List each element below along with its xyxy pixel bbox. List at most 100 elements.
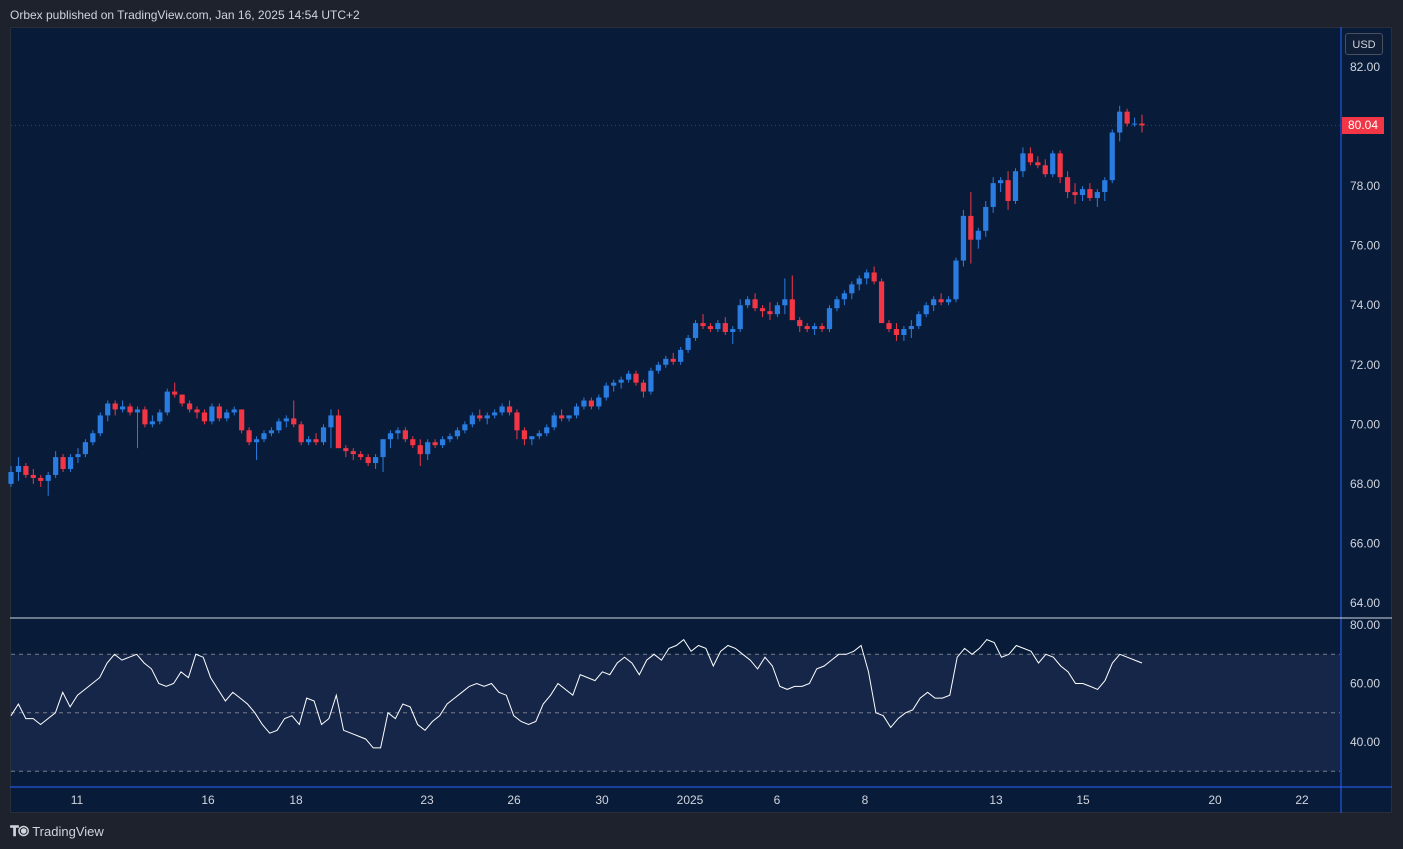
candle — [1117, 105, 1123, 142]
candle — [231, 406, 237, 416]
candle-body — [737, 305, 743, 330]
candle — [1079, 186, 1086, 201]
candle — [960, 209, 967, 267]
candle-body — [1087, 189, 1093, 199]
candle-body — [789, 299, 795, 321]
candle-body — [261, 433, 267, 440]
candle — [53, 451, 59, 478]
candle — [916, 311, 922, 330]
candle — [1072, 183, 1078, 204]
candle-body — [945, 299, 952, 303]
candle — [759, 305, 766, 318]
candle-body — [968, 215, 974, 240]
candle-body — [670, 358, 676, 362]
candle — [804, 323, 810, 333]
candle-body — [536, 433, 542, 437]
candle-body — [1139, 123, 1145, 126]
candle-body — [186, 403, 193, 410]
candle-body — [90, 433, 96, 443]
candle — [685, 335, 691, 353]
candle — [871, 266, 877, 285]
candle — [172, 382, 178, 398]
candle — [417, 439, 423, 467]
price-tick-label: 68.00 — [1350, 477, 1380, 491]
candle — [640, 379, 647, 398]
time-tick-label: 30 — [595, 793, 609, 807]
candle-body — [856, 278, 862, 285]
candle — [142, 406, 148, 428]
candle-body — [320, 427, 327, 443]
candle-body — [640, 382, 647, 392]
candle — [529, 436, 535, 446]
candle — [1012, 168, 1019, 204]
candle — [1057, 150, 1063, 184]
candle-body — [105, 403, 111, 416]
candle-body — [112, 403, 118, 410]
candle — [38, 474, 44, 487]
candle — [886, 320, 892, 333]
candle — [127, 403, 133, 416]
candle — [737, 299, 743, 333]
candle-body — [477, 415, 483, 419]
rsi-line — [10, 638, 1143, 749]
price-tick-label: 70.00 — [1350, 417, 1380, 431]
candle — [15, 457, 22, 481]
candle — [849, 281, 855, 300]
currency-button[interactable]: USD — [1345, 33, 1383, 55]
candle — [1102, 177, 1108, 201]
candle — [908, 320, 914, 338]
candle-body — [469, 415, 475, 425]
candle — [499, 403, 505, 416]
candle-body — [625, 373, 632, 380]
candle-body — [298, 424, 304, 443]
price-tick-label: 78.00 — [1350, 179, 1380, 193]
candle-body — [1117, 111, 1123, 133]
candle — [328, 409, 334, 449]
candle-body — [402, 430, 408, 440]
candle-body — [960, 215, 967, 261]
footer-brand[interactable]: 𝐓⦿ TradingView — [10, 823, 104, 840]
candle-body — [120, 406, 126, 410]
candle — [752, 293, 758, 312]
candle — [581, 397, 587, 410]
candle-body — [782, 299, 788, 306]
candle-body — [1109, 132, 1115, 181]
price-tick-label: 82.00 — [1350, 60, 1380, 74]
candle-body — [938, 299, 944, 303]
candle-body — [916, 314, 922, 327]
candle-body — [878, 281, 885, 324]
candle-body — [97, 415, 103, 434]
candle — [596, 394, 602, 410]
candle — [782, 278, 788, 315]
candle-body — [372, 457, 379, 464]
candle-body — [812, 326, 818, 330]
time-tick-label: 20 — [1208, 793, 1222, 807]
candle-body — [901, 329, 907, 335]
candle-body — [276, 421, 282, 431]
candles-layer — [8, 105, 1145, 496]
candle — [990, 177, 996, 213]
candle-body — [291, 418, 297, 425]
candle — [395, 427, 401, 440]
time-tick-label: 15 — [1076, 793, 1090, 807]
candle-body — [633, 373, 639, 383]
candle — [67, 454, 74, 472]
candle-body — [53, 457, 59, 475]
candle — [23, 463, 29, 478]
candle — [209, 403, 215, 425]
candle — [350, 448, 356, 461]
candle-body — [864, 272, 870, 279]
candle-body — [1035, 162, 1041, 166]
candle-body — [514, 412, 520, 431]
candle-body — [506, 406, 513, 413]
candle — [834, 296, 840, 312]
candle-body — [655, 364, 661, 371]
rsi-pane — [10, 638, 1340, 772]
candle-body — [953, 260, 959, 300]
candle-body — [707, 326, 714, 330]
candle-body — [149, 421, 155, 425]
candle — [588, 397, 594, 410]
candle-body — [521, 430, 528, 440]
candle — [536, 430, 542, 440]
